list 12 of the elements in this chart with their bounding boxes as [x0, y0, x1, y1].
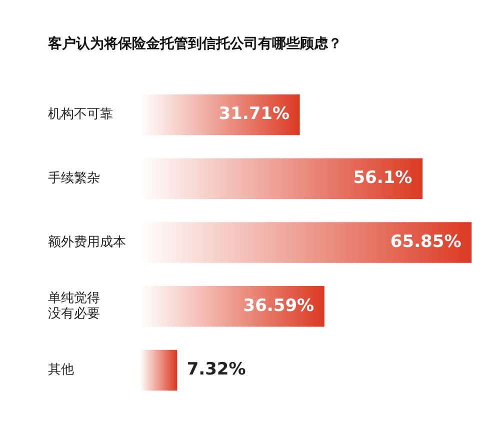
data-label: 56.1% [353, 168, 412, 188]
y-tick-label: 额外费用成本 [48, 234, 126, 250]
y-tick-label: 手续繁杂 [48, 170, 100, 186]
data-label: 7.32% [186, 360, 246, 380]
bar [140, 350, 178, 391]
y-tick-label: 其他 [48, 362, 74, 378]
data-label: 31.71% [218, 104, 290, 124]
y-tick-label: 机构不可靠 [48, 107, 113, 122]
data-label: 36.59% [243, 296, 314, 316]
chart-title: 客户认为将保险金托管到信托公司有哪些顾虑？ [47, 35, 342, 52]
y-tick-label: 单纯觉得没有必要 [48, 290, 100, 322]
data-label: 65.85% [390, 232, 462, 252]
